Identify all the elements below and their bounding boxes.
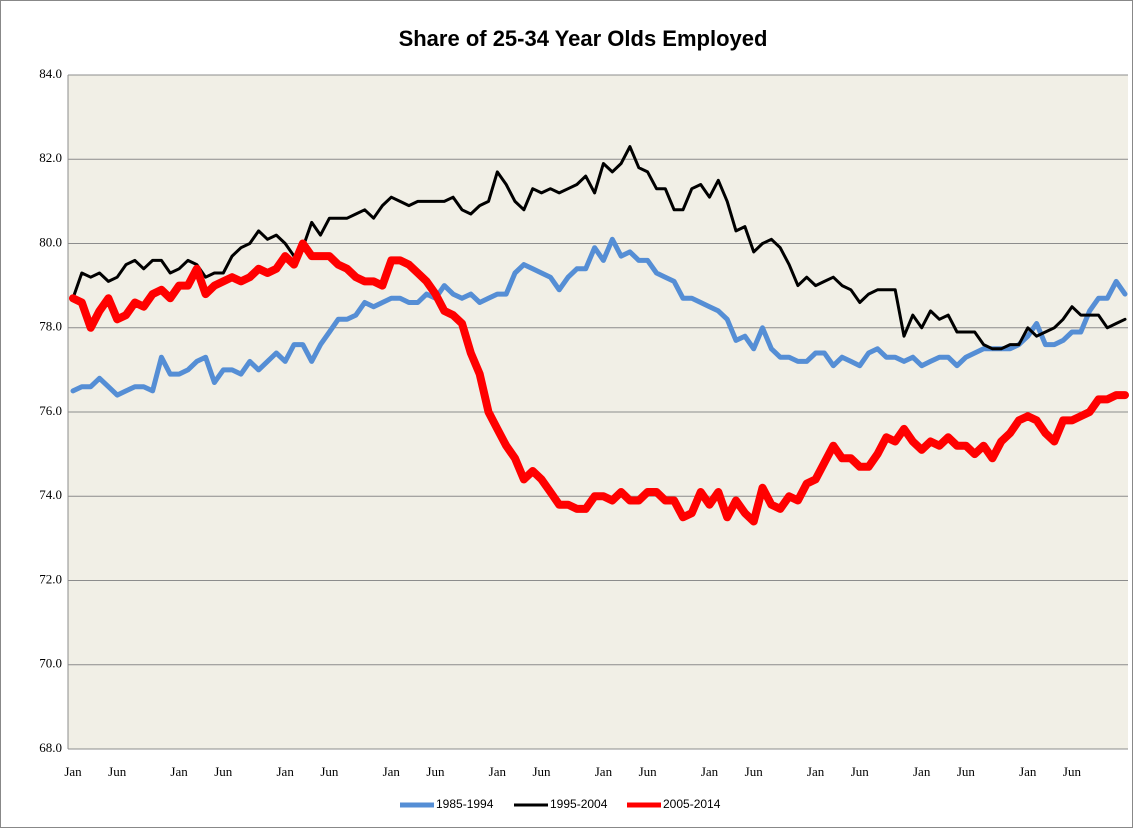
series-line (69, 239, 1129, 526)
x-tick-label: Jun (957, 764, 976, 779)
x-tick-label: Jun (214, 764, 233, 779)
x-tick-label: Jun (745, 764, 764, 779)
x-tick-label: Jan (807, 764, 825, 779)
y-tick-label: 72.0 (39, 571, 62, 586)
x-tick-label: Jun (851, 764, 870, 779)
x-tick-label: Jan (276, 764, 294, 779)
x-tick-label: Jan (64, 764, 82, 779)
legend-label: 1985-1994 (436, 797, 494, 811)
x-tick-label: Jun (108, 764, 127, 779)
y-tick-label: 76.0 (39, 403, 62, 418)
x-tick-label: Jan (701, 764, 719, 779)
y-tick-label: 74.0 (39, 487, 62, 502)
x-tick-label: Jan (913, 764, 931, 779)
series-line (71, 145, 1127, 351)
x-tick-label: Jan (1019, 764, 1037, 779)
x-tick-label: Jun (639, 764, 658, 779)
y-tick-label: 70.0 (39, 656, 62, 671)
chart-title: Share of 25-34 Year Olds Employed (399, 26, 768, 51)
x-tick-label: Jan (170, 764, 188, 779)
y-tick-label: 80.0 (39, 234, 62, 249)
x-tick-label: Jun (533, 764, 552, 779)
legend-label: 2005-2014 (663, 797, 721, 811)
y-tick-label: 82.0 (39, 150, 62, 165)
x-tick-label: Jan (489, 764, 507, 779)
x-tick-label: Jun (426, 764, 445, 779)
y-tick-label: 84.0 (39, 66, 62, 81)
y-tick-label: 78.0 (39, 319, 62, 334)
x-tick-label: Jan (383, 764, 401, 779)
legend-label: 1995-2004 (550, 797, 608, 811)
series-line (70, 236, 1128, 398)
x-tick-label: Jan (595, 764, 613, 779)
x-tick-label: Jun (320, 764, 339, 779)
y-tick-label: 68.0 (39, 740, 62, 755)
x-tick-label: Jun (1063, 764, 1082, 779)
